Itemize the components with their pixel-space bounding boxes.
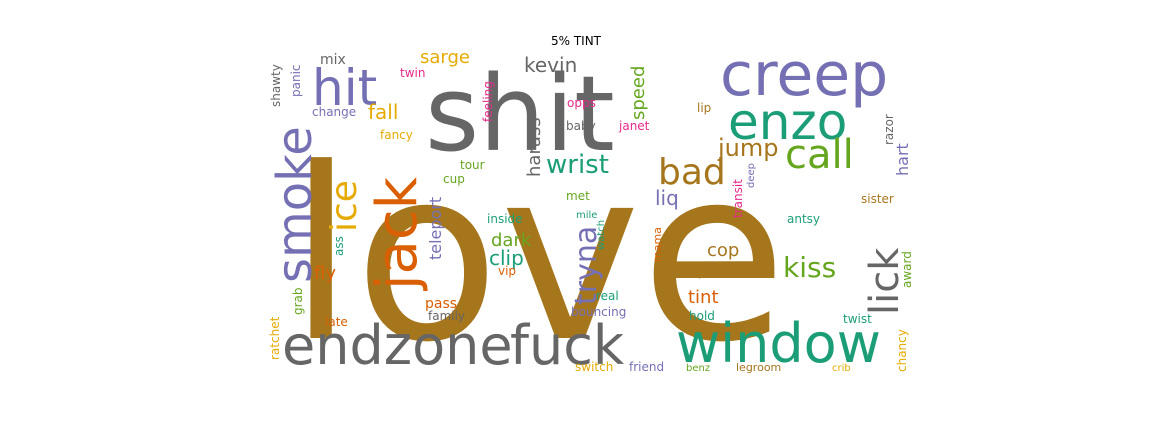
word-real: real — [596, 289, 619, 303]
word-razor: razor — [882, 114, 896, 145]
word-sister: sister — [861, 192, 894, 206]
word-ratchet: ratchet — [268, 316, 282, 360]
word-bad: bad — [658, 152, 726, 193]
word-janet: janet — [618, 119, 650, 133]
word-shawty: shawty — [269, 64, 283, 107]
word-late: late — [325, 315, 348, 329]
word-love: love — [288, 118, 787, 395]
word-legroom: legroom — [736, 361, 781, 374]
word-endzone: endzone — [282, 314, 513, 377]
word-tint: tint — [688, 287, 719, 308]
word-mix: mix — [320, 52, 346, 68]
word-enzo: enzo — [728, 93, 847, 151]
word-pick: pick — [698, 265, 723, 279]
word-kevin: kevin — [524, 53, 577, 77]
word-feeling: feeling — [481, 81, 495, 122]
word-hold: hold — [689, 309, 715, 323]
word-family: family — [428, 309, 465, 323]
word-panic: panic — [289, 64, 303, 97]
word-creep: creep — [720, 40, 888, 110]
word-crib: crib — [832, 363, 851, 374]
word-cup: cup — [443, 172, 465, 186]
word-liq: liq — [655, 186, 679, 210]
word-clip: clip — [489, 246, 524, 270]
word-inside: inside — [487, 212, 523, 226]
word-fuck: fuck — [510, 314, 625, 377]
word-grab: grab — [291, 287, 305, 315]
word-teleport: teleport — [426, 197, 445, 260]
word-tryna: tryna — [569, 226, 604, 305]
word-transit: transit — [731, 179, 745, 218]
word-chancy: chancy — [895, 329, 909, 372]
word-ass: ass — [332, 236, 346, 256]
word-bouncing: bouncing — [571, 305, 626, 319]
word-ice: ice — [324, 180, 365, 232]
word-benz: benz — [686, 363, 710, 374]
word-change: change — [312, 105, 356, 119]
word-mile: mile — [576, 210, 597, 221]
word-call: call — [785, 132, 854, 178]
word-mama: mama — [651, 227, 664, 262]
word-twin: twin — [400, 66, 425, 80]
chart-title: 5% TINT — [550, 34, 602, 48]
word-lick: lick — [862, 247, 908, 315]
word-fall: fall — [368, 100, 398, 124]
word-twist: twist — [843, 312, 872, 326]
word-smoke: smoke — [267, 126, 323, 283]
word-hit: hit — [312, 59, 377, 117]
word-sarge: sarge — [420, 47, 470, 68]
word-speed: speed — [628, 66, 649, 120]
word-pass: pass — [425, 296, 457, 312]
word-cop: cop — [707, 240, 739, 261]
word-wrist: wrist — [546, 150, 609, 180]
word-jump: jump — [717, 134, 779, 162]
word-antsy: antsy — [787, 212, 820, 226]
word-shit: shit — [425, 53, 615, 175]
word-kiss: kiss — [783, 251, 836, 284]
word-award: award — [900, 251, 914, 288]
word-tour: tour — [460, 158, 485, 172]
word-dark: dark — [491, 230, 532, 251]
word-fly: fly — [314, 263, 336, 284]
word-deep: deep — [746, 163, 757, 188]
word-friend: friend — [629, 360, 664, 374]
word-opps: opps — [567, 96, 596, 110]
word-met: met — [566, 189, 590, 203]
word-window: window — [676, 312, 881, 375]
word-fancy: fancy — [380, 128, 413, 142]
word-lip: lip — [697, 101, 711, 115]
word-harass: harass — [524, 117, 545, 177]
word-jack: jack — [365, 176, 430, 292]
word-switch: switch — [575, 360, 613, 374]
word-baby: baby — [566, 119, 596, 133]
word-hart: hart — [893, 143, 912, 176]
word-vip: vip — [498, 264, 516, 278]
word-watch: watch — [596, 220, 607, 250]
